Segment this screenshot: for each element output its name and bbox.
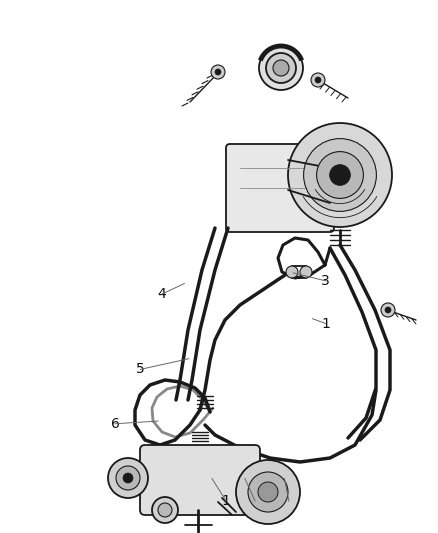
Text: 5: 5 xyxy=(136,362,145,376)
Circle shape xyxy=(314,77,320,83)
Circle shape xyxy=(272,60,288,76)
Circle shape xyxy=(380,303,394,317)
Circle shape xyxy=(152,497,177,523)
Text: 4: 4 xyxy=(157,287,166,301)
Text: 6: 6 xyxy=(110,417,119,431)
Text: 2: 2 xyxy=(250,494,259,508)
Circle shape xyxy=(303,139,375,212)
Circle shape xyxy=(123,473,133,483)
Text: 1: 1 xyxy=(221,494,230,508)
Circle shape xyxy=(329,165,350,185)
Circle shape xyxy=(215,69,220,75)
Circle shape xyxy=(299,266,311,278)
Circle shape xyxy=(247,472,287,512)
Text: 3: 3 xyxy=(321,274,329,288)
Circle shape xyxy=(258,46,302,90)
Circle shape xyxy=(258,482,277,502)
Text: 1: 1 xyxy=(321,317,329,330)
Circle shape xyxy=(285,266,297,278)
Circle shape xyxy=(236,460,299,524)
Circle shape xyxy=(287,123,391,227)
Circle shape xyxy=(211,65,225,79)
Circle shape xyxy=(265,53,295,83)
FancyBboxPatch shape xyxy=(140,445,259,515)
Circle shape xyxy=(310,73,324,87)
Circle shape xyxy=(384,307,390,313)
Circle shape xyxy=(108,458,148,498)
Text: 1: 1 xyxy=(284,494,293,508)
FancyBboxPatch shape xyxy=(226,144,333,232)
Circle shape xyxy=(316,151,363,198)
Circle shape xyxy=(116,466,140,490)
Circle shape xyxy=(158,503,172,517)
